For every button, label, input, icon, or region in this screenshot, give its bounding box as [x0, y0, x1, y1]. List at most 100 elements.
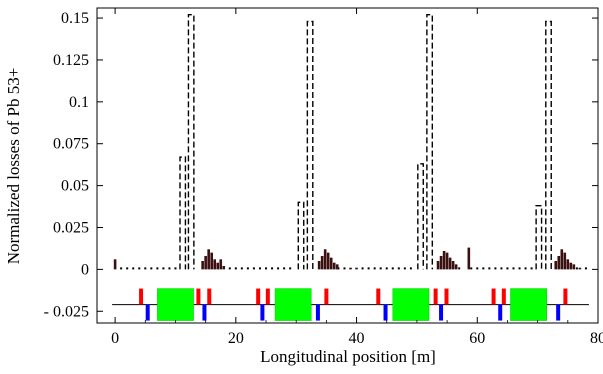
solid-loss-bar [113, 259, 117, 270]
defocusing-quad [439, 304, 444, 321]
solid-loss-bar [329, 257, 333, 270]
focusing-quad [376, 288, 381, 305]
y-tick-label: 0.15 [61, 10, 89, 27]
solid-loss-bar [557, 255, 561, 270]
defocusing-quad [383, 304, 388, 321]
solid-loss-bar [320, 255, 324, 270]
focusing-quad [444, 288, 449, 305]
x-tick-label: 80 [590, 330, 603, 347]
solid-loss-bar [207, 249, 210, 270]
floor-dot [488, 267, 491, 270]
defocusing-quad [145, 304, 150, 321]
focusing-quad [433, 288, 438, 305]
solid-loss-bar [216, 262, 220, 270]
floor-dot [500, 267, 503, 270]
floor-dot [494, 267, 497, 270]
floor-dot [271, 267, 274, 270]
y-tick-label: 0.05 [61, 178, 89, 195]
solid-loss-bar [204, 255, 207, 270]
defocusing-quad [315, 304, 320, 321]
floor-dot [234, 267, 237, 270]
dashed-loss-bar [297, 201, 305, 270]
floor-dot [391, 267, 394, 270]
solid-loss-bar [563, 252, 567, 270]
floor-dot [379, 267, 382, 270]
solid-loss-bar [439, 255, 443, 270]
dashed-loss-bar [417, 163, 424, 270]
solid-loss-bar [332, 262, 336, 270]
floor-dot [584, 267, 587, 270]
floor-dot [524, 267, 527, 270]
dashed-loss-bar [306, 20, 314, 270]
floor-dot [343, 267, 346, 270]
floor-dot [458, 267, 461, 270]
solid-loss-bar [219, 259, 223, 270]
floor-dot [397, 267, 400, 270]
floor-dot [409, 267, 412, 270]
focusing-quad [256, 288, 261, 305]
chart-marks [112, 14, 589, 321]
floor-dot [162, 267, 165, 270]
y-axis-label: Normalized losses of Pb 53+ [4, 68, 23, 265]
dashed-loss-bar [179, 156, 187, 270]
floor-dot [575, 267, 578, 270]
solid-loss-bar [335, 264, 339, 270]
solid-loss-bar [448, 257, 452, 270]
solid-loss-bar [323, 249, 327, 270]
solid-loss-bar [572, 264, 576, 270]
solid-loss-bar [454, 264, 458, 270]
floor-dot [289, 267, 292, 270]
floor-dot [482, 267, 485, 270]
floor-dot [252, 267, 255, 270]
floor-dot [476, 267, 479, 270]
solid-loss-bar [201, 261, 204, 270]
floor-dot [361, 267, 364, 270]
floor-dot [470, 267, 473, 270]
solid-loss-bar [560, 249, 564, 270]
floor-dot [385, 267, 388, 270]
dipole-magnet [157, 288, 194, 321]
solid-loss-bar [578, 267, 582, 270]
dashed-loss-bar [426, 14, 434, 270]
floor-dot [120, 267, 123, 270]
dashed-loss-bar [545, 20, 552, 270]
focusing-quad [196, 288, 201, 305]
x-axis-label: Longitudinal position [m] [260, 347, 436, 366]
solid-loss-bar [442, 250, 446, 270]
y-tick-label: 0.125 [53, 52, 89, 69]
focusing-quad [491, 288, 496, 305]
solid-loss-bar [554, 261, 558, 270]
y-tick-label: 0.1 [69, 94, 89, 111]
floor-dot [265, 267, 268, 270]
floor-dot [240, 267, 243, 270]
focusing-quad [324, 288, 329, 305]
defocusing-quad [498, 304, 503, 321]
floor-dot [283, 267, 286, 270]
y-tick-label: - 0.025 [44, 303, 89, 320]
solid-loss-bar [210, 252, 213, 270]
dipole-magnet [510, 288, 547, 321]
plot-frame [96, 7, 599, 324]
solid-loss-bar [451, 261, 455, 270]
solid-loss-bar [222, 266, 226, 270]
x-tick-label: 20 [228, 330, 244, 347]
floor-dot [530, 267, 533, 270]
floor-dot [174, 267, 177, 270]
defocusing-quad [260, 304, 265, 321]
defocusing-quad [202, 304, 207, 321]
focusing-quad [139, 288, 144, 305]
floor-dot [132, 267, 135, 270]
focusing-quad [563, 288, 568, 305]
floor-dot [228, 267, 231, 270]
floor-dot [138, 267, 141, 270]
floor-dot [144, 267, 147, 270]
floor-dot [168, 267, 171, 270]
floor-dot [506, 267, 509, 270]
floor-dot [367, 267, 370, 270]
solid-loss-bar [445, 252, 449, 270]
floor-dot [403, 267, 406, 270]
floor-dot [246, 267, 249, 270]
floor-dot [150, 267, 153, 270]
chart-axes: 0 20 40 60 80 0 0.025 0.05 0.075 0.1 0.125 0.15 - 0.… [44, 7, 603, 347]
